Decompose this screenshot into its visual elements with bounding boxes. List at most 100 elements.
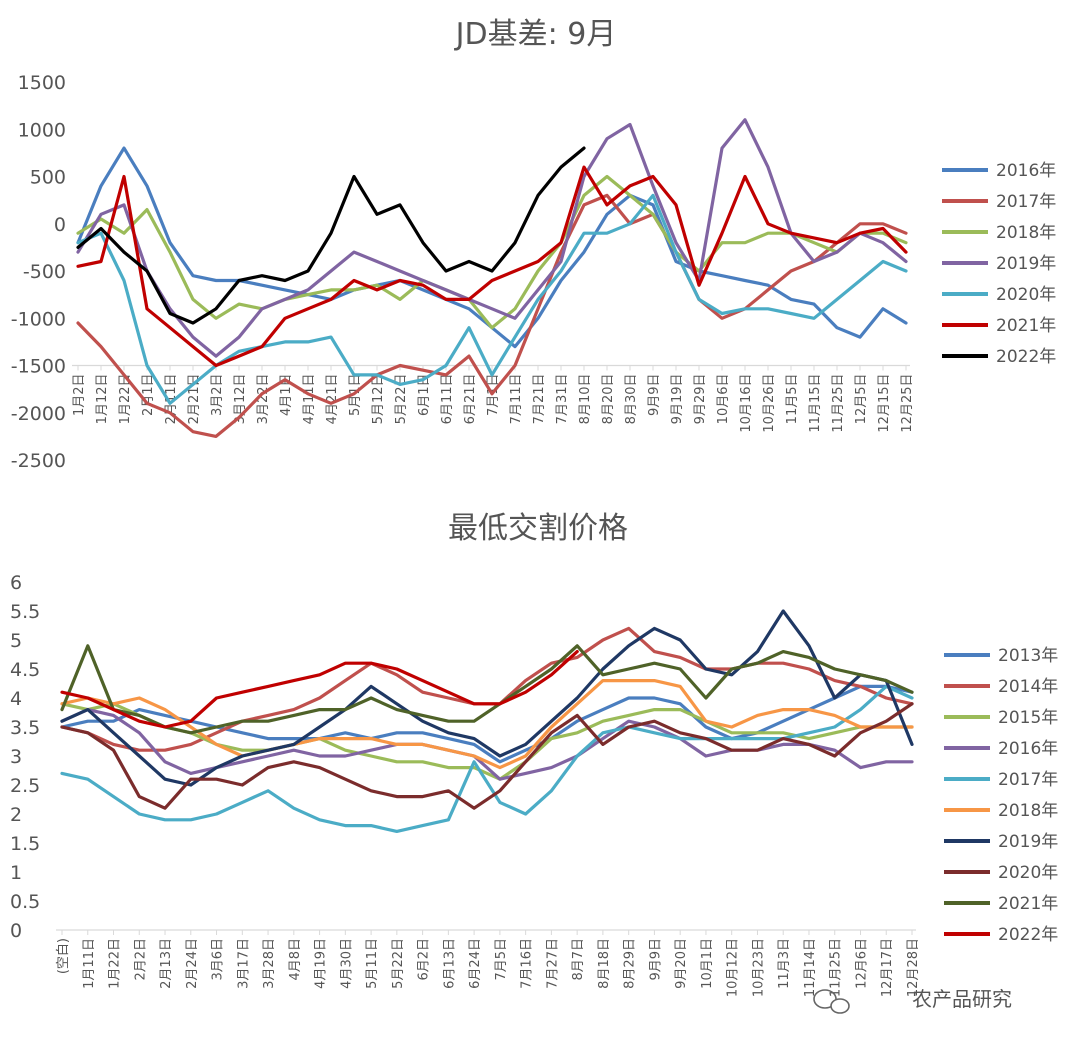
series-line-6 xyxy=(76,146,586,325)
x-tick-label: 10月1日 xyxy=(700,938,715,989)
chart-delivery-plot-area xyxy=(60,609,914,834)
legend-label: 2021年 xyxy=(998,894,1058,914)
x-tick-label: 11月3日 xyxy=(777,938,792,989)
x-tick-label: 1月11日 xyxy=(82,938,97,989)
series-line-3 xyxy=(60,707,914,781)
y-tick-label: -1000 xyxy=(11,308,66,330)
y-tick-label: -500 xyxy=(23,261,66,283)
x-tick-label: 5月12日 xyxy=(371,374,386,425)
x-tick-label: 9月29日 xyxy=(693,374,708,425)
y-tick-label: 2 xyxy=(10,804,22,826)
x-tick-label: 2月1日 xyxy=(141,374,156,417)
series-line-2 xyxy=(76,174,908,330)
y-tick-label: 0.5 xyxy=(10,891,40,913)
y-tick-label: -2000 xyxy=(11,403,66,425)
series-line-7 xyxy=(60,702,914,810)
chart-delivery-x-axis: (空白) 1月11日 1月22日 2月2日 2月13日 2月24日 3月6日 3月17日 3月2… xyxy=(55,929,921,997)
y-tick-label: 0 xyxy=(10,920,22,942)
series-line-6 xyxy=(60,609,914,787)
x-tick-label: 3月17日 xyxy=(236,938,251,989)
x-tick-label: 4月30日 xyxy=(339,938,354,989)
x-tick-label: 7月11日 xyxy=(509,374,524,425)
y-tick-label: 4 xyxy=(10,688,22,710)
series-line-5 xyxy=(60,678,914,770)
x-tick-label: 5月1日 xyxy=(348,374,363,417)
watermark-text: 农产品研究 xyxy=(912,987,1012,1011)
chart-basis-plot-area xyxy=(76,118,908,438)
chart-delivery-y-axis: 6 5.5 5 4.5 4 3.5 3 2.5 2 1.5 1 0.5 0 xyxy=(10,572,40,942)
x-tick-label: 10月6日 xyxy=(716,374,731,425)
x-tick-label: 10月23日 xyxy=(751,938,766,997)
y-tick-label: 1 xyxy=(10,862,22,884)
y-tick-label: -1500 xyxy=(11,356,66,378)
x-tick-label: 4月11日 xyxy=(302,374,317,425)
y-tick-label: 5.5 xyxy=(10,601,40,623)
x-tick-label: 7月31日 xyxy=(555,374,570,425)
x-tick-label: 4月21日 xyxy=(325,374,340,425)
x-tick-label: 10月12日 xyxy=(726,938,741,997)
x-tick-label: 8月10日 xyxy=(578,374,593,425)
x-tick-label: 10月26日 xyxy=(762,374,777,433)
x-tick-label: 1月22日 xyxy=(118,374,133,425)
y-tick-label: 6 xyxy=(10,572,22,594)
x-tick-label: 11月14日 xyxy=(803,938,818,997)
legend-label: 2019年 xyxy=(996,254,1056,274)
y-tick-label: 5 xyxy=(10,630,22,652)
y-tick-label: 500 xyxy=(30,167,66,189)
x-tick-label: 6月2日 xyxy=(417,938,432,981)
x-tick-label: 2月13日 xyxy=(159,938,174,989)
series-line-4 xyxy=(60,684,914,834)
y-tick-label: 1500 xyxy=(18,72,66,94)
series-line-5 xyxy=(76,165,908,368)
x-tick-label: 12月5日 xyxy=(854,374,869,425)
x-tick-label: 6月13日 xyxy=(442,938,457,989)
x-tick-label: 2月24日 xyxy=(185,938,200,989)
x-tick-label: 3月2日 xyxy=(210,374,225,417)
legend-label: 2018年 xyxy=(998,801,1058,821)
y-tick-label: 3 xyxy=(10,746,22,768)
x-tick-label: 8月29日 xyxy=(623,938,638,989)
y-tick-label: 2.5 xyxy=(10,775,40,797)
series-line-4 xyxy=(76,193,908,405)
x-tick-label: 8月30日 xyxy=(624,374,639,425)
x-tick-label: 8月20日 xyxy=(601,374,616,425)
x-tick-label: 3月28日 xyxy=(262,938,277,989)
x-tick-label: 11月25日 xyxy=(831,374,846,433)
x-tick-label: 12月6日 xyxy=(854,938,869,989)
x-tick-label: 12月28日 xyxy=(906,938,921,997)
series-line-1 xyxy=(76,193,908,438)
x-tick-label: 3月6日 xyxy=(211,938,226,981)
x-tick-label: 11月25日 xyxy=(829,938,844,997)
legend-label: 2014年 xyxy=(998,677,1058,697)
series-line-8 xyxy=(60,644,914,735)
chart-basis-legend: 2016年 2017年 2018年 2019年 2020年 2021年 2022年 xyxy=(942,161,1056,367)
x-tick-label: 7月1日 xyxy=(486,374,501,417)
chart-basis-y-axis: 1500 1000 500 0 -500 -1000 -1500 -2000 -2500 xyxy=(11,72,66,472)
legend-label: 2017年 xyxy=(998,770,1058,790)
chart-basis-x-axis: 1月2日 1月12日 1月22日 2月1日 2月11日 2月21日 3月2日 3月12日 3月2… xyxy=(72,364,915,433)
x-tick-label: 7月27日 xyxy=(545,938,560,989)
x-tick-label: 6月24日 xyxy=(468,938,483,989)
x-tick-label: 1月2日 xyxy=(72,374,87,417)
x-tick-label: 9月20日 xyxy=(674,938,689,989)
x-tick-label: 6月1日 xyxy=(417,374,432,417)
series-line-2 xyxy=(60,702,914,781)
x-tick-label: 9月9日 xyxy=(647,374,662,417)
x-tick-label: 12月17日 xyxy=(880,938,895,997)
legend-label: 2017年 xyxy=(996,192,1056,212)
chart-basis: JD基差: 9月 1500 1000 500 0 -500 -1000 -1500 -2000… xyxy=(11,17,1056,472)
series-line-3 xyxy=(76,118,908,358)
x-tick-label: (空白) xyxy=(55,938,71,974)
x-tick-label: 1月22日 xyxy=(108,938,123,989)
x-tick-label: 6月21日 xyxy=(463,374,478,425)
y-tick-label: 4.5 xyxy=(10,659,40,681)
x-tick-label: 4月8日 xyxy=(288,938,303,981)
x-tick-label: 9月19日 xyxy=(670,374,685,425)
x-tick-label: 8月18日 xyxy=(597,938,612,989)
x-tick-label: 9月9日 xyxy=(648,938,663,981)
x-tick-label: 7月16日 xyxy=(520,938,535,989)
x-tick-label: 10月16日 xyxy=(739,374,754,433)
x-tick-label: 7月21日 xyxy=(532,374,547,425)
y-tick-label: 1.5 xyxy=(10,833,40,855)
